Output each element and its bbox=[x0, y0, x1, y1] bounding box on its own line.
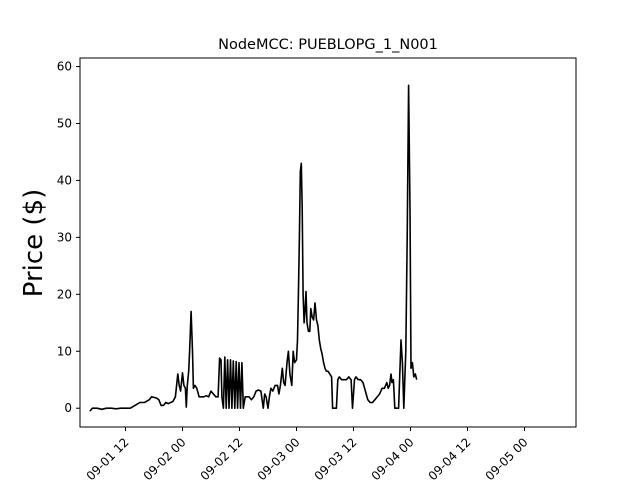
x-tick-label: 09-02 12 bbox=[198, 435, 246, 480]
x-tick-label: 09-02 00 bbox=[141, 435, 189, 480]
x-tick-label: 09-04 00 bbox=[369, 435, 417, 480]
plot-frame bbox=[79, 57, 577, 428]
price-series-line bbox=[89, 84, 418, 412]
y-tick-label: 40 bbox=[57, 173, 72, 187]
x-tick-label: 09-01 12 bbox=[84, 435, 132, 480]
y-tick-label: 50 bbox=[57, 116, 72, 130]
y-tick-label: 20 bbox=[57, 287, 72, 301]
x-tick-label: 09-03 12 bbox=[312, 435, 360, 480]
y-axis-label: Price ($) bbox=[19, 189, 49, 298]
y-tick-label: 0 bbox=[64, 401, 72, 415]
y-tick-label: 10 bbox=[57, 344, 72, 358]
chart-title: NodeMCC: PUEBLOPG_1_N001 bbox=[218, 37, 438, 53]
x-tick-label: 09-03 00 bbox=[255, 435, 303, 480]
x-tick-label: 09-04 12 bbox=[426, 435, 474, 480]
x-tick-label: 09-05 00 bbox=[483, 435, 531, 480]
y-axis: 0 10 20 30 40 50 60 bbox=[57, 60, 80, 415]
y-tick-label: 60 bbox=[57, 60, 72, 74]
y-tick-label: 30 bbox=[57, 230, 72, 244]
x-axis: 09-01 12 09-02 00 09-02 12 09-03 00 09-03 12… bbox=[84, 427, 531, 480]
plot-area bbox=[89, 84, 418, 412]
